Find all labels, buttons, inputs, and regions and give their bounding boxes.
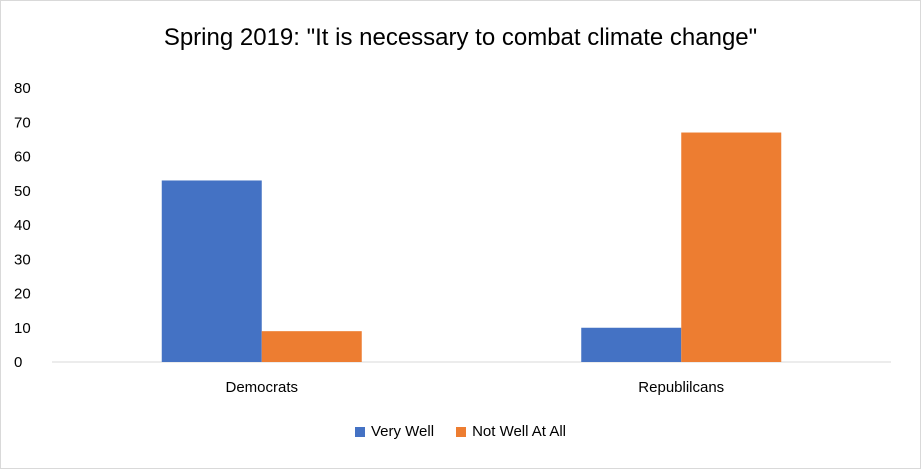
legend-label: Very Well <box>370 423 435 440</box>
y-tick-label: 30 <box>14 251 31 268</box>
y-tick-label: 80 <box>14 80 31 97</box>
legend: Very Well Not Well At All <box>0 423 921 440</box>
legend-label: Not Well At All <box>472 423 566 440</box>
y-tick-label: 70 <box>14 114 31 131</box>
legend-item: Not Well At All <box>456 423 566 440</box>
y-tick-label: 50 <box>14 183 31 200</box>
bar-very-well-democrats <box>161 180 262 362</box>
legend-item: Very Well <box>354 423 435 440</box>
bar-very-well-republilcans <box>581 327 682 362</box>
x-category-label: Republilcans <box>638 379 724 396</box>
bar-not-well-at-all-democrats <box>261 331 362 362</box>
y-tick-label: 20 <box>14 286 31 303</box>
x-category-label: Democrats <box>225 379 298 396</box>
bar-not-well-at-all-republilcans <box>681 132 782 362</box>
chart-title: Spring 2019: "It is necessary to combat … <box>163 24 758 51</box>
y-tick-label: 40 <box>14 217 31 234</box>
y-tick-label: 0 <box>14 354 22 371</box>
y-tick-label: 10 <box>14 320 31 337</box>
legend-swatch <box>456 426 467 437</box>
y-tick-label: 60 <box>14 149 31 166</box>
legend-swatch <box>354 426 365 437</box>
